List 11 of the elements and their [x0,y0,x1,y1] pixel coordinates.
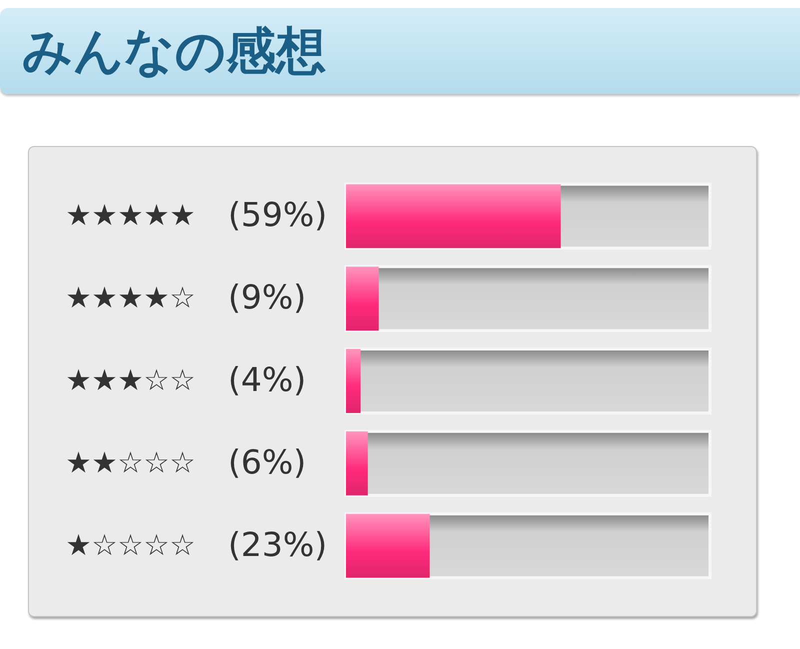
y-tick-label: ★★★★☆ [66,280,196,315]
chart-title: みんなの感想 [22,21,326,82]
y-tick-label: ★☆☆☆☆ [66,528,196,562]
y-tick-label: ★★★☆☆ [66,363,196,397]
data-label: (6%) [228,442,306,482]
data-label: (23%) [228,524,328,564]
y-tick-label: ★★☆☆☆ [66,445,196,480]
data-label: (59%) [228,195,328,234]
data-label: (9%) [228,278,306,317]
y-tick-label: ★★★★★ [66,198,196,232]
data-label: (4%) [228,360,306,399]
